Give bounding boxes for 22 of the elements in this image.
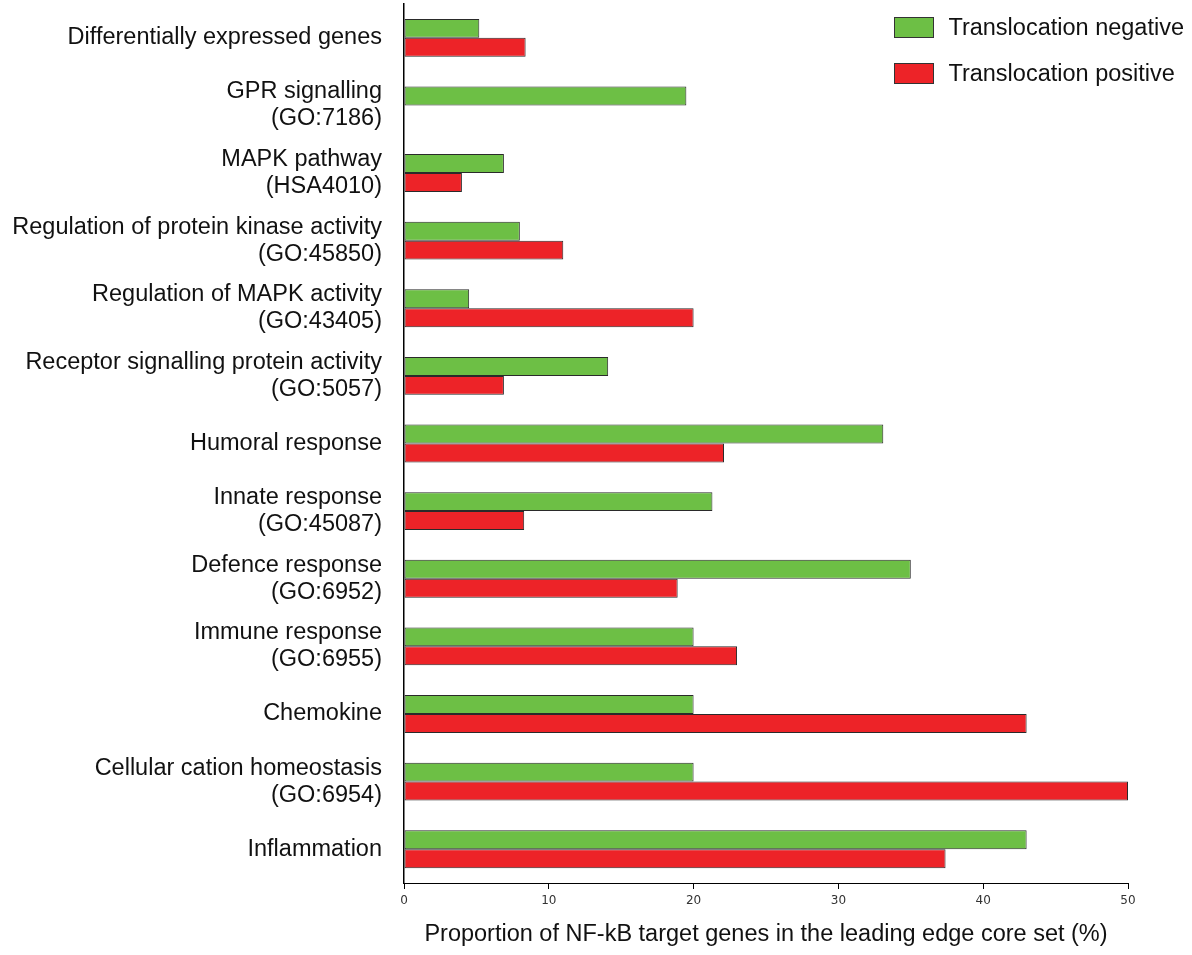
y-tick-label: Innate response (GO:45087) xyxy=(213,483,382,537)
y-tick-label: Defence response (GO:6952) xyxy=(191,550,382,604)
y-tick-label: Regulation of protein kinase activity (GO:45850) xyxy=(12,212,383,266)
legend-label: Translocation negative xyxy=(948,13,1184,41)
y-tick-label: Humoral response xyxy=(189,428,382,455)
y-tick-label: MAPK pathway (HSA4010) xyxy=(221,145,383,199)
y-tick-label: GPR signalling (GO:7186) xyxy=(226,77,382,131)
y-tick-label: Cellular cation homeostasis (GO:6954) xyxy=(94,753,382,807)
x-tick-label: 30 xyxy=(830,893,847,908)
y-tick-label: Immune response (GO:6955) xyxy=(193,618,382,672)
y-tick-label: Differentially expressed genes xyxy=(67,23,382,50)
x-tick-label: 10 xyxy=(541,893,557,908)
x-tick-label: 0 xyxy=(400,893,408,908)
y-tick-label: Receptor signalling protein activity (GO:5057) xyxy=(25,347,383,401)
x-tick-label: 50 xyxy=(1120,893,1136,908)
x-tick-label: 40 xyxy=(975,893,991,908)
y-tick-label: Inflammation xyxy=(247,834,382,861)
legend-label: Translocation positive xyxy=(948,59,1175,87)
x-tick-label: 20 xyxy=(685,893,702,908)
y-tick-label: Regulation of MAPK activity (GO:43405) xyxy=(92,280,383,334)
x-axis-title: Proportion of NF-kB target genes in the leading edge core set (%) xyxy=(424,920,1108,947)
y-tick-label: Chemokine xyxy=(263,699,382,726)
